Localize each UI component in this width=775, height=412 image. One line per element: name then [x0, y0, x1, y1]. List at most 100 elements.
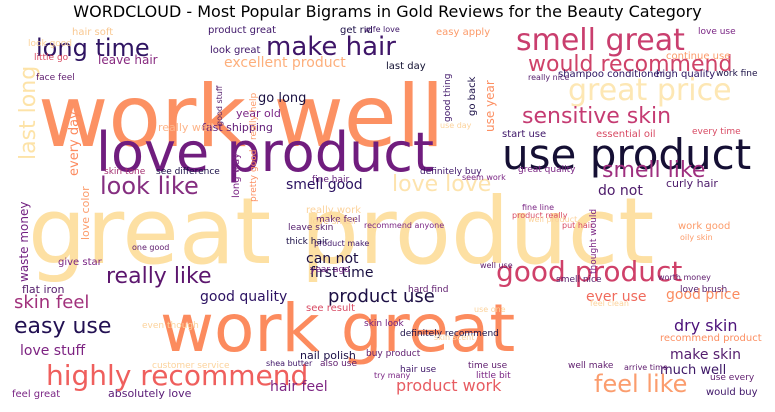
word: definitely recommend	[400, 329, 499, 339]
word: would recommend	[528, 52, 733, 77]
word: skin scent	[434, 333, 475, 342]
word: face feel	[36, 73, 75, 83]
word: arrive time	[624, 363, 668, 372]
word: love stuff	[20, 343, 86, 359]
word: much well	[660, 363, 727, 378]
word: love color	[79, 186, 92, 240]
word: recommend product	[660, 333, 762, 344]
word: oily skin	[680, 233, 713, 242]
word: every time	[692, 127, 741, 137]
word: try many	[374, 371, 411, 380]
word: recommend anyone	[364, 221, 445, 230]
word: one good	[132, 243, 170, 252]
word: continue use	[666, 51, 731, 62]
word: skin tone	[104, 167, 146, 177]
word: shea butter	[266, 359, 313, 368]
word: skin feel	[14, 292, 90, 313]
word: love love	[392, 172, 492, 197]
word: smell like	[602, 158, 706, 183]
word: would buy	[706, 387, 758, 398]
word: really like	[106, 264, 212, 289]
word: feel great	[12, 389, 61, 400]
word: last day	[386, 61, 426, 72]
word: give star	[58, 257, 102, 268]
word: leave skin	[288, 223, 334, 233]
word: love use	[698, 27, 736, 37]
word: curly hair	[666, 177, 718, 190]
word-cloud: work well great product love product wor…	[10, 26, 770, 406]
word: great price	[568, 73, 732, 108]
word: go long	[258, 91, 307, 106]
word: buy product	[366, 349, 421, 359]
word: really help	[249, 92, 259, 140]
word: good price	[666, 287, 741, 303]
word: absolutely love	[108, 387, 192, 400]
word: long way	[231, 153, 242, 198]
word: thick hair	[286, 237, 329, 247]
word: great product	[28, 178, 655, 285]
word: easy use	[14, 314, 112, 339]
word: ever use	[586, 289, 647, 305]
word: use one	[474, 305, 506, 314]
word: well make	[568, 361, 614, 371]
word: worth money	[658, 273, 711, 282]
word: high quality	[656, 69, 716, 80]
word: fast shipping	[202, 121, 273, 134]
word: little bit	[476, 371, 511, 381]
word: can not	[306, 251, 359, 267]
word: good thing	[443, 73, 453, 122]
word: essential oil	[596, 129, 656, 140]
word: product use	[328, 286, 435, 307]
word: feel clean	[590, 299, 629, 308]
word: thought would	[589, 208, 599, 274]
word: hair use	[400, 365, 437, 375]
word: really work	[306, 205, 362, 216]
word: wife love	[364, 26, 400, 34]
word: year old	[236, 107, 281, 120]
word: product really	[512, 211, 568, 220]
word: easy apply	[436, 27, 491, 38]
word: good product	[496, 255, 683, 288]
word: every day	[67, 111, 82, 176]
word: waste money	[17, 201, 31, 282]
word: excellent product	[224, 55, 346, 71]
word: look good	[28, 39, 73, 49]
word: customer service	[152, 361, 230, 371]
word: make hair	[266, 32, 396, 62]
word: see result	[306, 303, 355, 314]
word: dry skin	[674, 316, 738, 335]
word: look like	[100, 172, 199, 200]
word: use day	[440, 121, 472, 130]
word: well product	[528, 215, 578, 224]
word: flat iron	[22, 283, 65, 296]
word: highly recommend	[46, 359, 309, 392]
word: smell nice	[556, 275, 602, 285]
word: love product	[96, 121, 435, 184]
word: hair feel	[270, 379, 328, 395]
word: leave hair	[98, 53, 158, 67]
word: smell good	[286, 177, 363, 193]
word: time use	[468, 361, 508, 371]
word: long time	[36, 34, 150, 62]
word: use every	[710, 373, 755, 383]
word: skin look	[364, 319, 404, 329]
word: do not	[598, 183, 643, 199]
word: get rid	[340, 26, 373, 36]
word: go back	[467, 76, 478, 116]
word: year ago	[310, 265, 350, 275]
word: look great	[210, 45, 261, 56]
word: shampoo conditioner	[558, 69, 664, 80]
word: put hair	[562, 221, 594, 230]
word: good quality	[200, 289, 288, 305]
word: start use	[502, 129, 547, 140]
word: hard find	[408, 285, 449, 295]
word: make skin	[670, 347, 742, 363]
word: work good	[678, 221, 731, 232]
word: first time	[310, 265, 374, 281]
word: really nice	[528, 73, 570, 82]
word: definitely buy	[420, 167, 482, 177]
word: pretty good	[249, 149, 259, 202]
word: even though	[142, 321, 199, 331]
chart-title: WORDCLOUD - Most Popular Bigrams in Gold…	[73, 2, 702, 21]
word: work great	[160, 290, 516, 367]
